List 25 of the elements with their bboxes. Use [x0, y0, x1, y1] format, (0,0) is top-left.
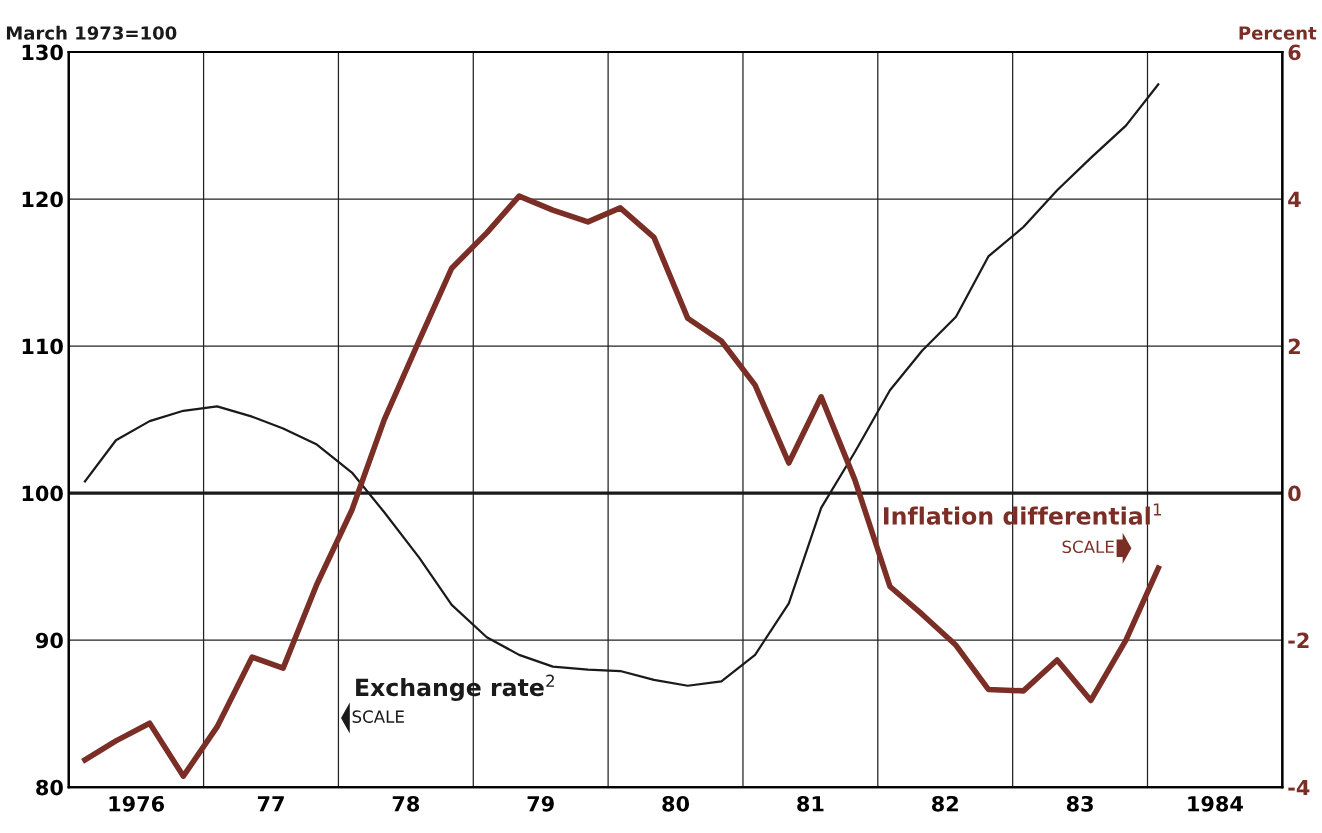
- y2-tick-label: 6: [1288, 44, 1301, 61]
- y-tick-label: 130: [22, 44, 63, 61]
- x-tick-label: 83: [1066, 795, 1093, 812]
- y-tick-label: 120: [22, 191, 63, 208]
- y2-axis-title: Percent: [1239, 26, 1317, 40]
- y2-tick-label: -2: [1288, 632, 1309, 649]
- y-tick-label: 90: [35, 632, 63, 649]
- x-tick-label: 1984: [1188, 795, 1243, 812]
- x-tick-label: 82: [932, 795, 958, 812]
- x-tick-label: 78: [392, 795, 420, 812]
- y-tick-label: 80: [36, 779, 63, 796]
- y-axis-title: March 1973=100: [6, 25, 177, 40]
- annotation: SCALE: [352, 710, 404, 723]
- x-tick-label: 79: [527, 795, 554, 812]
- y2-tick-label: -4: [1288, 779, 1310, 796]
- x-tick-label: 80: [662, 795, 690, 812]
- x-tick-label: 77: [257, 796, 284, 812]
- annotation: SCALE: [1062, 540, 1114, 554]
- y-tick-label: 100: [22, 485, 63, 502]
- x-tick-label: 1976: [109, 795, 165, 812]
- x-tick-label: 81: [797, 795, 824, 812]
- y2-tick-label: 2: [1288, 338, 1300, 355]
- y2-tick-label: 4: [1288, 191, 1301, 207]
- y-tick-label: 110: [22, 338, 63, 355]
- y2-tick-label: 0: [1288, 485, 1301, 502]
